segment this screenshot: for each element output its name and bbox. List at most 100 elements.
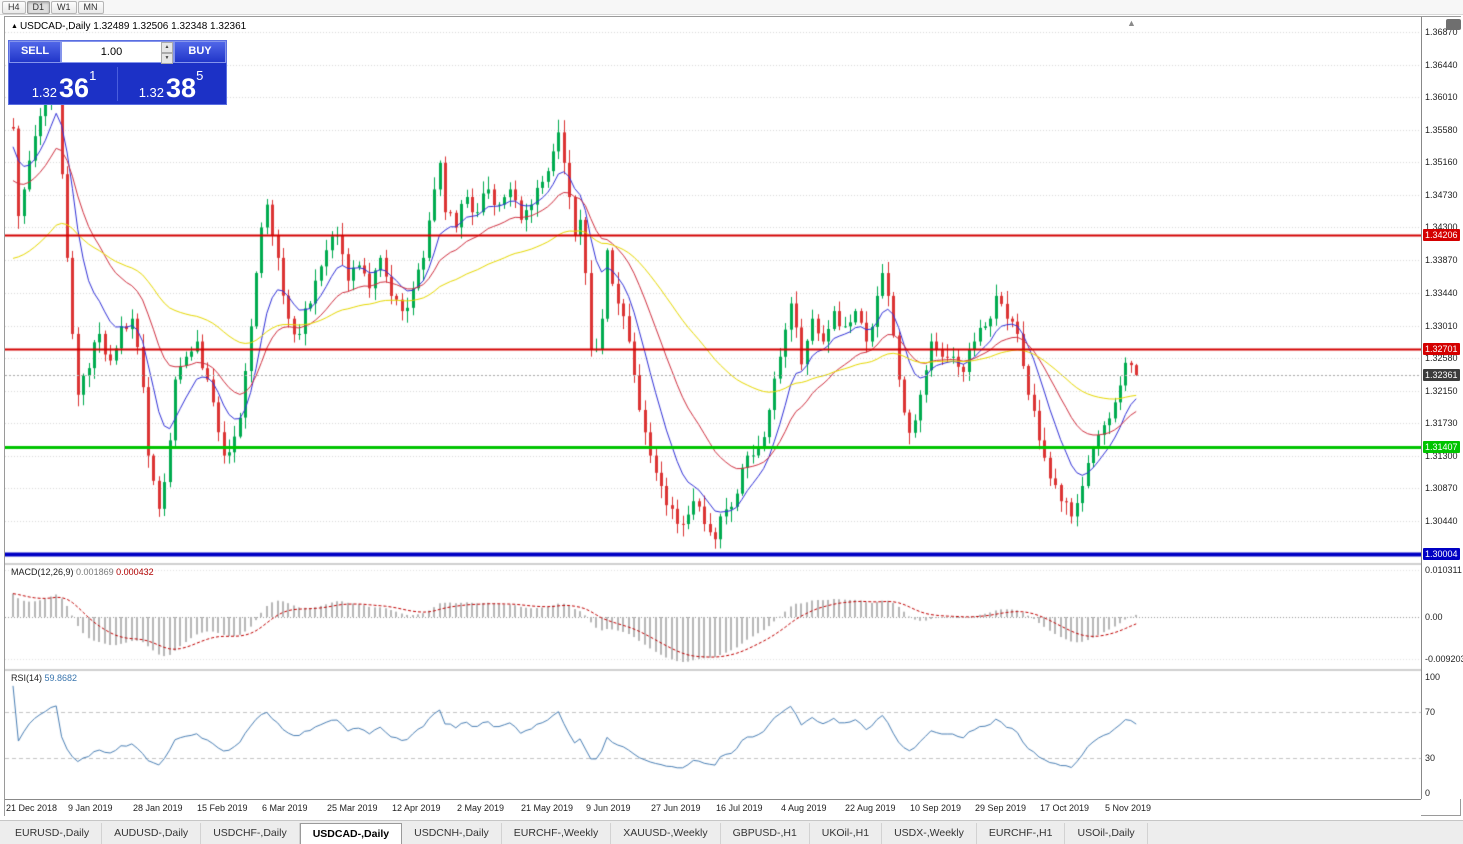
trade-panel-prices: 1.32 36 1 1.32 38 5 [9, 63, 226, 105]
timeframe-button-d1[interactable]: D1 [26, 0, 51, 14]
axis-label: 0.00 [1425, 612, 1443, 622]
date-axis-label: 2 May 2019 [457, 803, 505, 813]
date-axis-label: 27 Jun 2019 [651, 803, 701, 813]
buy-price-big: 38 [166, 73, 197, 103]
axis-label: 1.30870 [1425, 483, 1458, 493]
date-axis-label: 29 Sep 2019 [975, 803, 1027, 813]
chart-tab-bar: EURUSD-,Daily AUDUSD-,Daily USDCHF-,Daily U… [0, 820, 1463, 844]
one-click-trading-panel: SELL 1.00 ▲ ▼ BUY 1.32 36 1 1.32 38 5 [8, 40, 227, 105]
axis-label: 1.31300 [1425, 451, 1458, 461]
volume-field[interactable]: 1.00 ▲ ▼ [61, 41, 174, 64]
buy-price[interactable]: 1.32 38 5 [118, 63, 224, 105]
price-badge: 1.34206 [1423, 229, 1460, 241]
macd-value: 0.001869 [76, 567, 114, 577]
axis-label: 1.30440 [1425, 516, 1458, 526]
buy-price-sup: 5 [196, 68, 204, 83]
axis-label: 1.32150 [1425, 386, 1458, 396]
chart-symbol-label: USDCAD-,Daily [19, 21, 91, 32]
axis-label: 1.35580 [1425, 125, 1458, 135]
volume-spinner: ▲ ▼ [161, 42, 173, 64]
volume-decrease-button[interactable]: ▼ [161, 53, 173, 64]
date-axis-label: 16 Jul 2019 [716, 803, 763, 813]
sell-price-prefix: 1.32 [31, 85, 58, 100]
timeframe-toolbar: H4 D1 W1 MN [0, 0, 1463, 15]
rsi-indicator-label: RSI(14) 59.8682 [11, 673, 77, 683]
date-axis-label: 6 Mar 2019 [262, 803, 308, 813]
sell-price-sup: 1 [89, 68, 97, 83]
scroll-to-end-icon[interactable]: ▲ [1127, 18, 1136, 28]
chart-marker-icon: ▲ [11, 23, 18, 30]
date-axis-label: 10 Sep 2019 [910, 803, 962, 813]
axis-label: 1.36870 [1425, 27, 1458, 37]
date-axis-label: 21 May 2019 [521, 803, 574, 813]
chart-tab[interactable]: USDCAD-,Daily [299, 823, 403, 844]
timeframe-button-w1[interactable]: W1 [51, 0, 77, 14]
chart-title: ▲ USDCAD-,Daily 1.32489 1.32506 1.32348 1… [11, 21, 246, 32]
axis-label: 1.32580 [1425, 353, 1458, 363]
macd-indicator-label: MACD(12,26,9) 0.001869 0.000432 [11, 567, 154, 577]
volume-value: 1.00 [100, 46, 123, 58]
date-axis-label: 9 Jan 2019 [68, 803, 113, 813]
rsi-name: RSI(14) [11, 673, 43, 683]
axis-label: 1.33010 [1425, 321, 1458, 331]
buy-price-prefix: 1.32 [138, 85, 165, 100]
timeframe-button-mn[interactable]: MN [77, 0, 104, 14]
date-axis[interactable]: 21 Dec 2018 9 Jan 2019 28 Jan 2019 15 Feb 2… [5, 799, 1421, 816]
buy-button[interactable]: BUY [174, 41, 226, 63]
volume-increase-button[interactable]: ▲ [161, 42, 173, 53]
price-axis[interactable]: 1.36870 1.36440 1.36010 1.35580 1.35160 1.347… [1421, 17, 1463, 799]
window-corner-button[interactable] [1446, 19, 1461, 30]
date-axis-label: 5 Nov 2019 [1105, 803, 1152, 813]
chart-tab[interactable]: USDCHF-,Daily [201, 823, 300, 844]
price-badge: 1.30004 [1423, 548, 1460, 560]
sell-price-big: 36 [59, 73, 90, 103]
axis-label: 0.010311 [1425, 565, 1462, 575]
axis-label: 1.33440 [1425, 288, 1458, 298]
price-chart-canvas[interactable] [5, 17, 1421, 799]
axis-label: 1.31730 [1425, 418, 1458, 428]
chart-tab[interactable]: EURCHF-,H1 [976, 823, 1066, 844]
timeframe-button-h4[interactable]: H4 [2, 0, 26, 14]
rsi-value: 59.8682 [44, 673, 78, 683]
date-axis-label: 4 Aug 2019 [781, 803, 827, 813]
axis-label: 30 [1425, 753, 1436, 763]
price-divider [117, 67, 118, 101]
price-badge: 1.32361 [1423, 369, 1460, 381]
axis-label: 0 [1425, 788, 1431, 798]
axis-label: 70 [1425, 707, 1436, 717]
axis-label: 1.36010 [1425, 92, 1458, 102]
sell-price[interactable]: 1.32 36 1 [11, 63, 117, 105]
sell-button[interactable]: SELL [9, 41, 61, 63]
chart-ohlc-values: 1.32489 1.32506 1.32348 1.32361 [93, 21, 247, 32]
chart-tab[interactable]: GBPUSD-,H1 [720, 823, 810, 844]
date-axis-label: 15 Feb 2019 [197, 803, 248, 813]
macd-name: MACD(12,26,9) [11, 567, 74, 577]
chart-tab[interactable]: EURCHF-,Weekly [501, 823, 612, 844]
axis-label: 100 [1425, 672, 1441, 682]
axis-label: 1.34730 [1425, 190, 1458, 200]
date-axis-label: 9 Jun 2019 [586, 803, 631, 813]
date-axis-label: 17 Oct 2019 [1040, 803, 1090, 813]
axis-label: 1.33870 [1425, 255, 1458, 265]
chart-tab[interactable]: EURUSD-,Daily [3, 823, 103, 844]
chart-window: ▲ USDCAD-,Daily 1.32489 1.32506 1.32348 1… [4, 16, 1463, 816]
date-axis-label: 21 Dec 2018 [6, 803, 58, 813]
macd-signal-value: 0.000432 [116, 567, 154, 577]
axis-label: 1.36440 [1425, 60, 1458, 70]
trade-panel-controls: SELL 1.00 ▲ ▼ BUY [9, 41, 226, 64]
axis-label: 1.35160 [1425, 157, 1458, 167]
axis-label: 1.34300 [1425, 222, 1458, 232]
date-axis-label: 25 Mar 2019 [327, 803, 378, 813]
chart-tab[interactable]: XAUUSD-,Weekly [611, 823, 721, 844]
price-badge: 1.32701 [1423, 343, 1460, 355]
chart-tab[interactable]: AUDUSD-,Daily [102, 823, 202, 844]
axis-label: -0.009203 [1425, 654, 1463, 664]
date-axis-label: 12 Apr 2019 [392, 803, 441, 813]
chart-tab[interactable]: USOil-,Daily [1065, 823, 1148, 844]
date-axis-label: 22 Aug 2019 [845, 803, 896, 813]
chart-tab[interactable]: USDCNH-,Daily [402, 823, 502, 844]
chart-tab[interactable]: UKOil-,H1 [809, 823, 883, 844]
price-badge: 1.31407 [1423, 441, 1460, 453]
chart-tab[interactable]: USDX-,Weekly [882, 823, 977, 844]
